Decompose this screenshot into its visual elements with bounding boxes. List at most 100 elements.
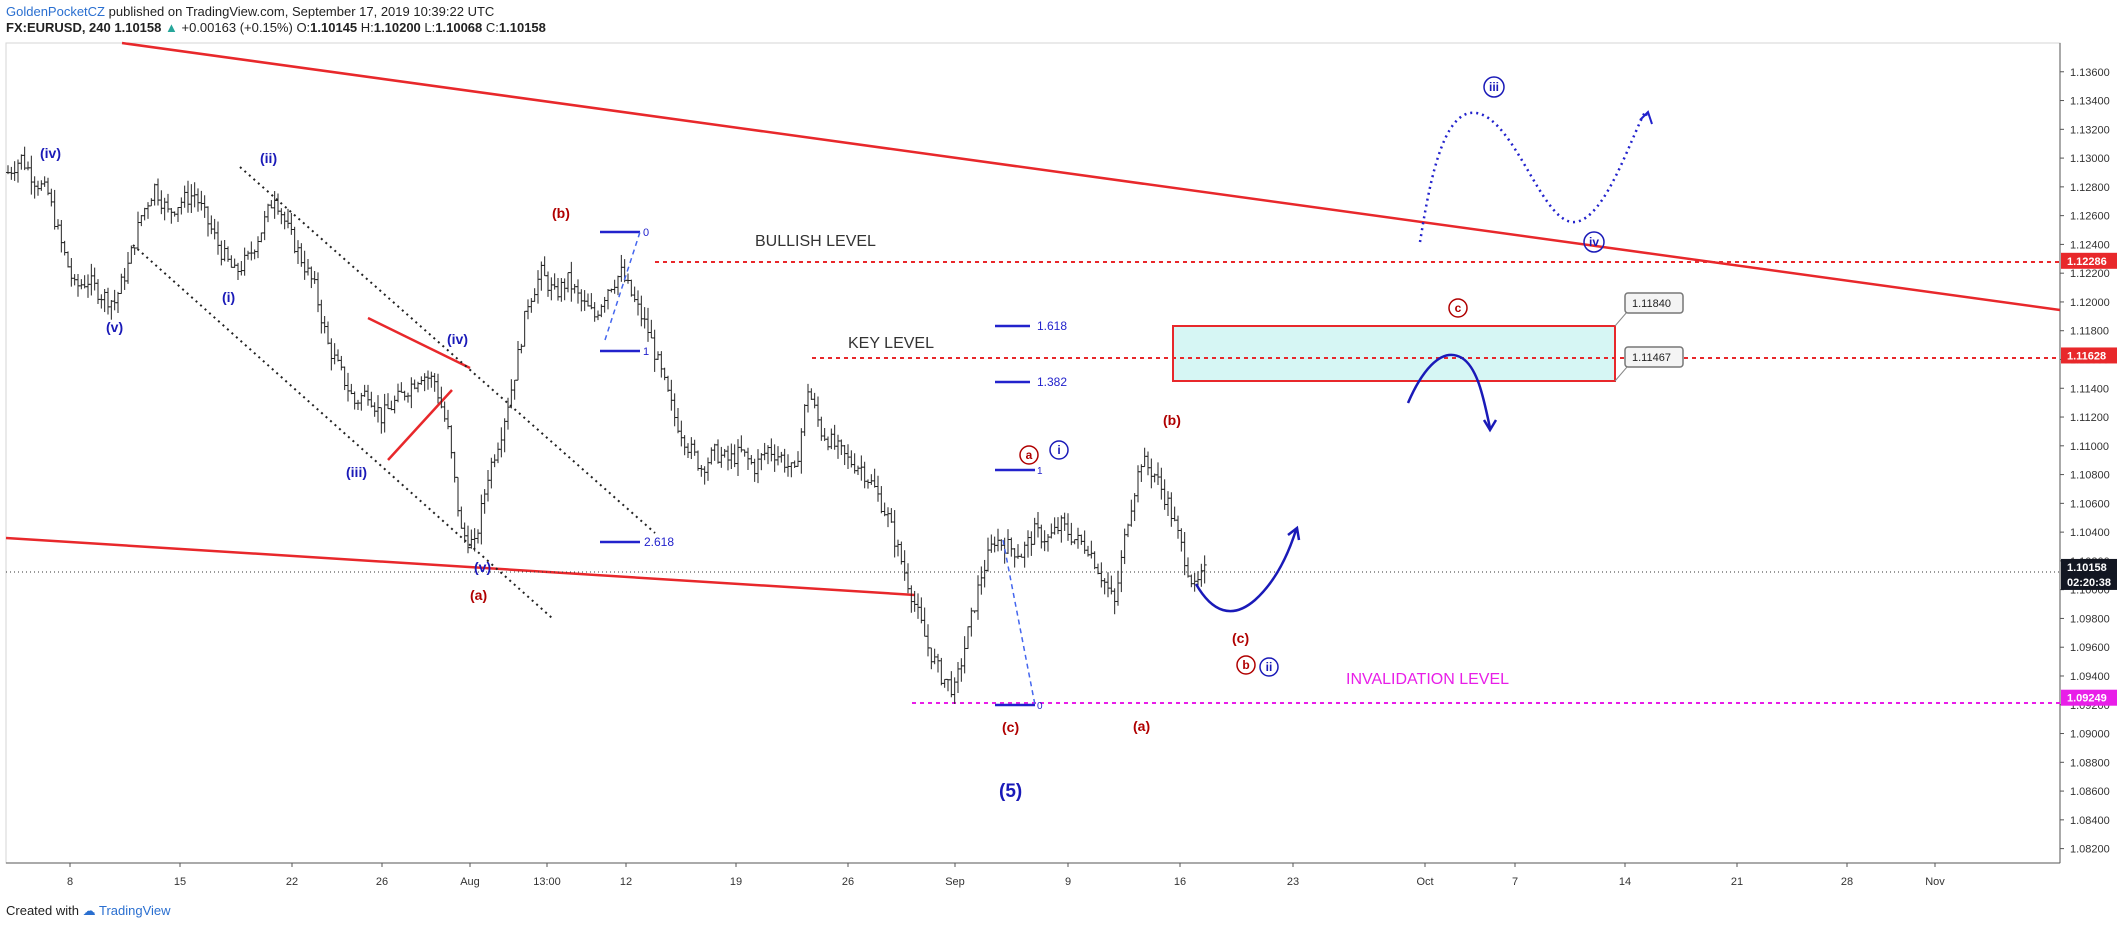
wave-five: (5): [999, 781, 1022, 802]
price-tag-label: 02:20:38: [2067, 577, 2111, 589]
x-tick-label: Oct: [1416, 876, 1433, 888]
fib-label-2618: 2.618: [644, 535, 674, 549]
close-label: C:: [485, 20, 499, 35]
low-value: 1.10068: [435, 20, 483, 35]
y-tick-label: 1.13400: [2070, 96, 2110, 108]
circle-b-label: b: [1242, 658, 1249, 672]
circle-a-marker: [1019, 445, 1039, 465]
wave-iv-mid: (iv): [447, 331, 468, 347]
x-tick-label: 7: [1512, 876, 1518, 888]
x-tick-label: 21: [1731, 876, 1743, 888]
y-tick-label: 1.11400: [2070, 383, 2109, 395]
wave-i-left: (i): [222, 289, 235, 305]
open-value: 1.10145: [310, 20, 358, 35]
x-tick-label: 13:00: [533, 876, 561, 888]
x-tick-label: 26: [842, 876, 854, 888]
wave-iv-top: (iv): [40, 145, 61, 161]
x-tick-label: Nov: [1925, 876, 1945, 888]
wave-iii: (iii): [346, 464, 367, 480]
fib-label-1-lower: 1: [1037, 466, 1043, 477]
y-tick-label: 1.10800: [2070, 470, 2110, 482]
projection-dotted-arrow-icon: [1639, 110, 1653, 125]
y-tick-label: 1.13000: [2070, 153, 2110, 165]
y-tick-label: 1.12200: [2070, 268, 2110, 280]
price-change: +0.00163 (+0.15%): [181, 20, 293, 35]
x-tick-label: 14: [1619, 876, 1631, 888]
y-tick-label: 1.12000: [2070, 297, 2110, 309]
wave-a-bottom: (a): [1133, 718, 1150, 734]
price-tag-box: [2061, 558, 2117, 575]
circle-iii-label: iii: [1489, 80, 1499, 94]
zone-bottom-pointer: [1614, 366, 1628, 382]
publish-info: published on TradingView.com, September …: [108, 4, 495, 19]
circle-i-marker: [1049, 440, 1069, 460]
wave-v-left: (v): [106, 319, 123, 335]
zone-top-callout: [1624, 292, 1684, 314]
high-label: H:: [360, 20, 374, 35]
x-tick-label: 16: [1174, 876, 1186, 888]
zone-top-pointer: [1614, 311, 1628, 327]
wave-c-bottom: (c): [1002, 719, 1019, 735]
circle-b-marker: [1236, 655, 1256, 675]
wave-b-left: (b): [552, 205, 570, 221]
fib-label-0: 0: [643, 227, 649, 239]
price-tag-box: [2061, 252, 2117, 269]
y-tick-label: 1.11000: [2070, 441, 2109, 453]
close-value: 1.10158: [498, 20, 546, 35]
price-tag-label: 1.10158: [2067, 562, 2107, 574]
publish-line: GoldenPocketCZ published on TradingView.…: [6, 4, 546, 20]
y-tick-label: 1.08600: [2070, 786, 2110, 798]
y-tick-label: 1.09800: [2070, 613, 2110, 625]
wave-labels: (iv) (ii) (v) (i) (iii) (iv) (v) (a) (b)…: [40, 145, 1249, 802]
projection-key-arrow-icon: [1482, 419, 1498, 433]
y-tick-label: 1.11200: [2070, 412, 2109, 424]
author-name[interactable]: GoldenPocketCZ: [6, 4, 105, 19]
zone-bottom-value: 1.11467: [1632, 352, 1671, 364]
price-tag-label: 1.12286: [2067, 256, 2107, 268]
x-tick-label: 15: [174, 876, 186, 888]
high-value: 1.10200: [373, 20, 421, 35]
circle-ii-marker: [1259, 657, 1279, 677]
wave-ii-top: (ii): [260, 150, 277, 166]
y-tick-label: 1.12600: [2070, 211, 2110, 223]
circle-iii-marker: [1483, 76, 1505, 98]
fib-label-0-lower: 0: [1037, 701, 1043, 712]
upper-trendline: [121, 41, 2061, 312]
key-level-label: KEY LEVEL: [848, 335, 934, 352]
bullish-level-label: BULLISH LEVEL: [755, 233, 876, 250]
y-tick-label: 1.08400: [2070, 815, 2110, 827]
x-tick-label: Sep: [945, 876, 965, 888]
y-tick-label: 1.10400: [2070, 527, 2110, 539]
x-tick-label: 28: [1841, 876, 1853, 888]
created-with-label: Created with: [6, 903, 79, 918]
channel-upper-dotted: [239, 166, 656, 534]
circle-iv-label: iv: [1589, 235, 1599, 249]
fib-trend-dashed: [604, 231, 641, 341]
projection-up-arrow-icon: [1287, 525, 1301, 541]
time-axis[interactable]: 8 15 22 26 Aug 13:00 12 19 26 Sep 9 16 23 Oct 7 14 21 28 N…: [67, 863, 1945, 888]
x-tick-label: 19: [730, 876, 742, 888]
fib-label-1618: 1.618: [1037, 319, 1067, 333]
wave-a-left: (a): [470, 587, 487, 603]
tradingview-brand-link[interactable]: TradingView: [99, 903, 171, 918]
candlestick-series: [6, 146, 1207, 704]
chart-footer: Created with ☁ TradingView: [6, 903, 171, 919]
circle-i-label: i: [1057, 443, 1060, 457]
fib-tool-upper: 0 1 1.618 1.382 2.618: [600, 227, 1067, 549]
y-tick-label: 1.12800: [2070, 182, 2110, 194]
price-tag-label: 1.09249: [2067, 693, 2107, 705]
price-axis[interactable]: 1.13600 1.13400 1.13200 1.13000 1.12800 1.126…: [2060, 67, 2110, 856]
x-tick-label: 22: [286, 876, 298, 888]
projection-dotted-path: [1418, 109, 1650, 243]
symbol-label: FX:EURUSD, 240: [6, 20, 111, 35]
y-tick-label: 1.11800: [2070, 326, 2109, 338]
circle-iv-marker: [1583, 231, 1605, 253]
price-tag-box: [2061, 689, 2117, 706]
price-tag-label: 1.11628: [2067, 350, 2106, 362]
last-price: 1.10158: [114, 20, 162, 35]
y-tick-label: 1.12400: [2070, 239, 2110, 251]
fib-label-1: 1: [643, 346, 649, 358]
symbol-line: FX:EURUSD, 240 1.10158 ▲ +0.00163 (+0.15…: [6, 20, 546, 36]
x-tick-label: 9: [1065, 876, 1071, 888]
